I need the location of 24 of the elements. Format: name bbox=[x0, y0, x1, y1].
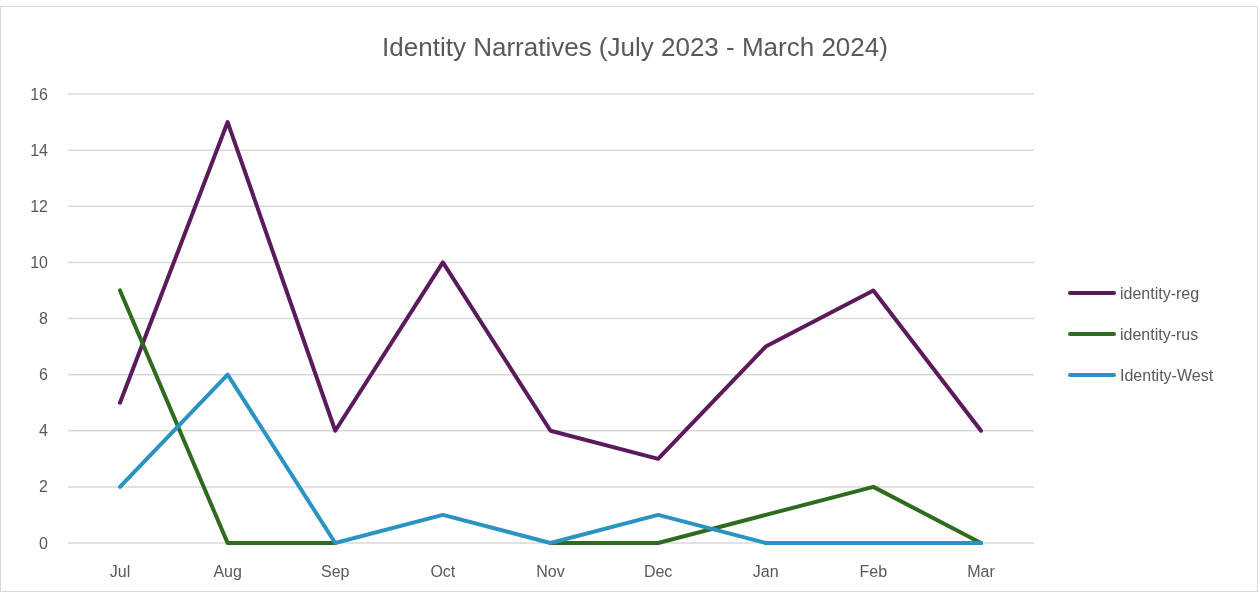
legend-label: Identity-West bbox=[1120, 366, 1214, 384]
line-series bbox=[118, 372, 983, 545]
chart-title: Identity Narratives (July 2023 - March 2024) bbox=[382, 32, 888, 62]
y-tick-label: 0 bbox=[39, 534, 49, 552]
x-tick-label: Sep bbox=[321, 563, 350, 580]
y-tick-label: 2 bbox=[39, 478, 49, 496]
x-tick-label: Feb bbox=[859, 563, 888, 580]
y-tick-label: 16 bbox=[30, 85, 49, 103]
y-tick-label: 8 bbox=[39, 310, 49, 328]
x-tick-label: Oct bbox=[430, 563, 456, 580]
y-tick-label: 12 bbox=[30, 197, 49, 215]
x-tick-label: Jul bbox=[109, 563, 131, 580]
x-tick-label: Dec bbox=[643, 563, 673, 580]
x-tick-label: Jan bbox=[752, 563, 779, 580]
x-tick-label: Mar bbox=[967, 563, 996, 580]
y-tick-label: 14 bbox=[30, 141, 49, 159]
line-series bbox=[118, 120, 983, 461]
x-tick-label: Nov bbox=[536, 563, 565, 580]
x-tick-label: Aug bbox=[213, 563, 242, 580]
legend-label: identity-rus bbox=[1120, 325, 1199, 343]
y-tick-label: 10 bbox=[30, 253, 49, 271]
y-tick-label: 6 bbox=[39, 366, 49, 384]
legend-label: identity-reg bbox=[1120, 284, 1200, 302]
y-tick-label: 4 bbox=[39, 422, 49, 440]
